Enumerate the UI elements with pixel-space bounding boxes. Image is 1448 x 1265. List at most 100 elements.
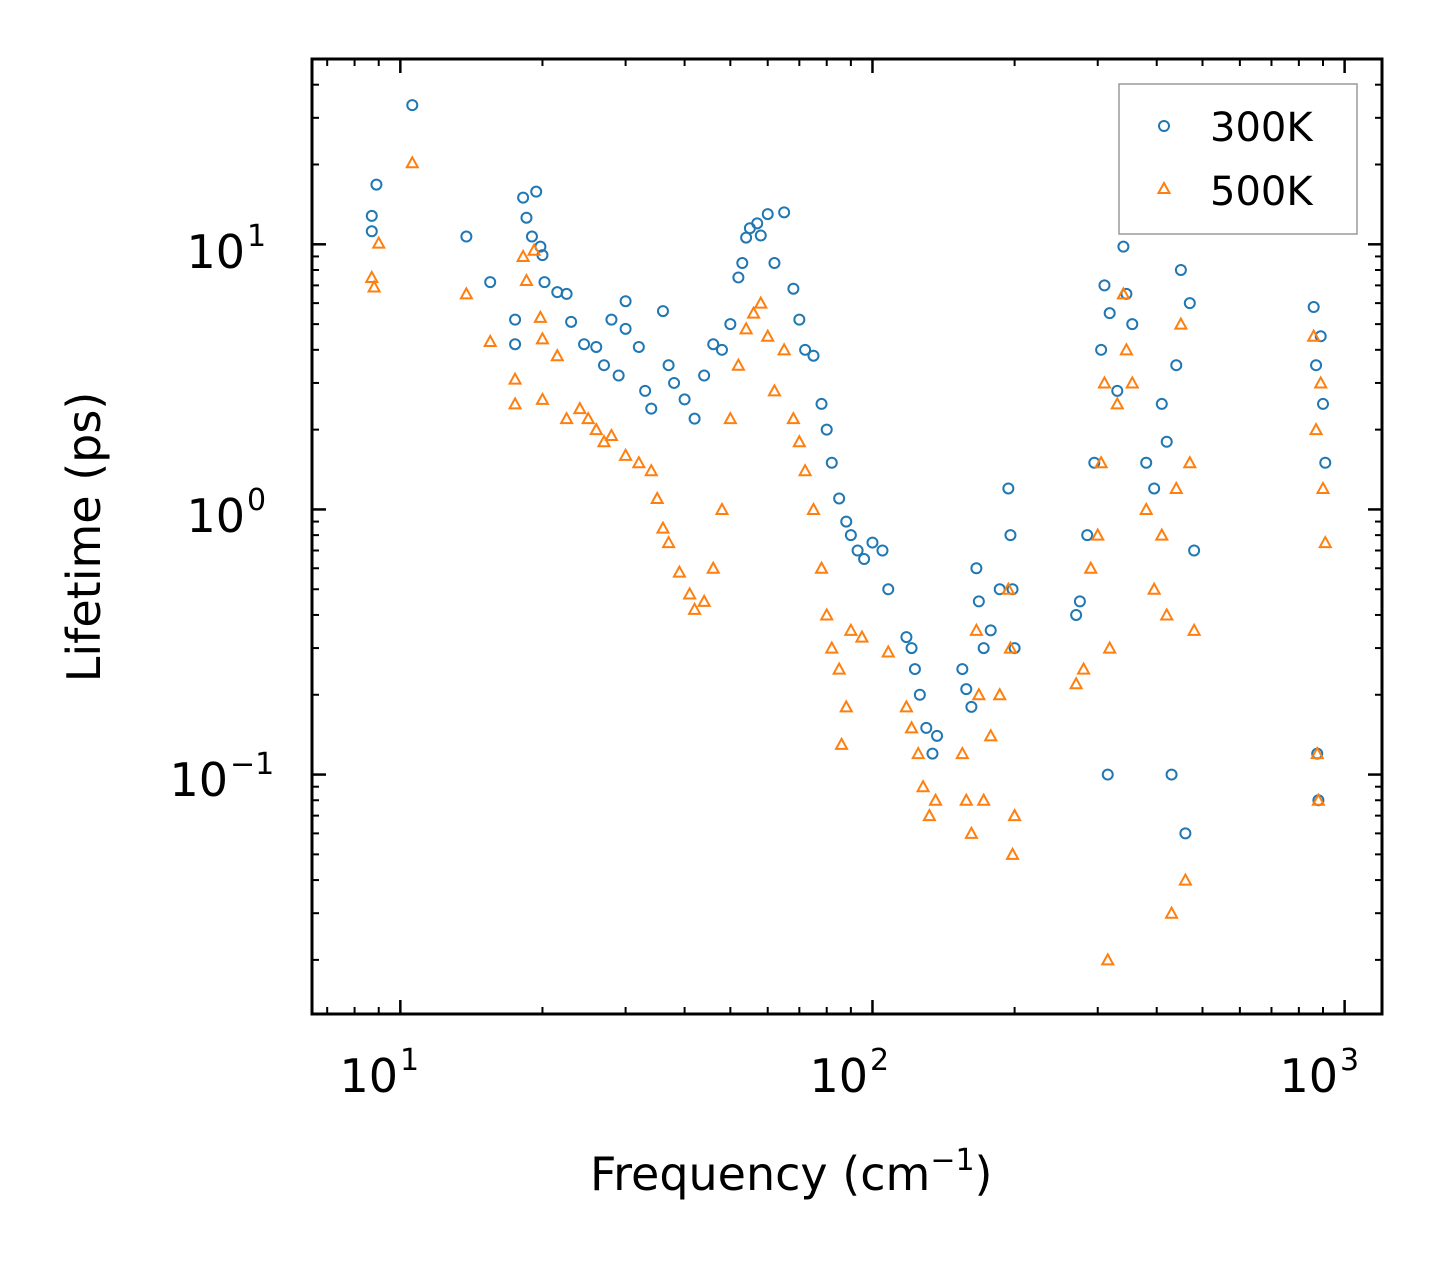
data-point-500k: [519, 272, 534, 287]
data-point-500k: [507, 396, 523, 410]
data-point-500k: [650, 490, 665, 504]
data-point-500k: [964, 825, 979, 839]
data-point-300k: [1098, 279, 1111, 292]
data-point-500k: [1306, 328, 1321, 342]
data-point-300k: [1170, 359, 1183, 372]
data-point-300k: [956, 663, 969, 676]
data-point-500k: [1093, 455, 1109, 469]
data-point-300k: [820, 423, 833, 436]
data-point-300k: [1111, 384, 1124, 397]
data-point-500k: [760, 328, 775, 342]
data-point-300k: [484, 276, 497, 289]
data-point-300k: [768, 257, 781, 270]
plot-frame: [310, 57, 1384, 1016]
data-point-300k: [965, 700, 978, 713]
data-point-300k: [926, 747, 939, 760]
y-axis-label: Lifetime (ps): [57, 392, 111, 683]
data-point-300k: [639, 384, 652, 397]
data-point-300k: [1073, 595, 1086, 608]
data-point-500k: [1169, 480, 1184, 494]
data-point-500k: [915, 779, 931, 793]
data-point-500k: [572, 401, 588, 415]
data-point-500k: [682, 586, 697, 600]
data-point-500k: [672, 564, 687, 578]
data-point-500k: [507, 371, 523, 385]
legend-marker-300k: [1158, 120, 1170, 132]
data-point-500k: [1007, 808, 1022, 822]
data-point-500k: [928, 792, 943, 806]
data-point-300k: [1140, 456, 1153, 469]
data-point-300k: [913, 688, 926, 701]
data-point-500k: [971, 687, 987, 701]
data-point-300k: [807, 349, 820, 362]
data-point-500k: [767, 383, 782, 397]
data-point-500k: [738, 321, 754, 335]
data-point-500k: [1154, 527, 1169, 541]
legend-marker-500k: [1156, 180, 1172, 194]
x-tick-exp-10: 1: [400, 1043, 419, 1078]
data-point-500k: [976, 792, 991, 806]
data-point-300k: [662, 359, 675, 372]
data-point-300k: [1174, 264, 1187, 277]
data-point-500k: [655, 520, 671, 534]
data-point-300k: [619, 322, 632, 335]
data-point-300k: [520, 211, 533, 224]
data-point-300k: [931, 729, 944, 742]
data-point-300k: [1188, 544, 1201, 557]
data-point-300k: [645, 402, 658, 415]
legend: 300K 500K: [1118, 83, 1358, 235]
data-point-300k: [840, 515, 853, 528]
series-300k: [365, 99, 1332, 840]
data-point-500k: [776, 342, 792, 356]
data-point-500k: [911, 745, 926, 760]
data-point-500k: [1003, 640, 1018, 654]
legend-label-500k: 500K: [1210, 169, 1314, 215]
data-point-300k: [815, 397, 828, 410]
data-point-500k: [1110, 396, 1125, 410]
data-point-300k: [1148, 482, 1161, 495]
data-point-500k: [596, 434, 612, 448]
data-point-300k: [538, 276, 551, 289]
data-point-300k: [1126, 318, 1139, 331]
data-point-300k: [1160, 435, 1173, 448]
data-point-500k: [714, 501, 730, 515]
data-point-300k: [619, 295, 632, 308]
data-point-500k: [371, 235, 386, 249]
data-point-500k: [969, 622, 984, 636]
data-point-500k: [1001, 581, 1016, 595]
data-point-300k: [565, 315, 578, 328]
data-point-300k: [1179, 827, 1192, 840]
data-point-300k: [972, 595, 985, 608]
data-point-300k: [597, 359, 610, 372]
data-point-300k: [656, 305, 669, 318]
data-point-300k: [590, 340, 603, 353]
data-point-500k: [1310, 745, 1325, 760]
data-point-300k: [678, 393, 691, 406]
data-point-500k: [1173, 316, 1189, 330]
data-point-500k: [604, 427, 619, 442]
data-point-500k: [992, 687, 1007, 701]
data-point-500k: [797, 463, 813, 477]
x-tick-exp-100: 2: [870, 1043, 889, 1078]
x-tick-label-100: 10: [809, 1049, 868, 1103]
data-point-300k: [882, 583, 895, 596]
data-point-300k: [370, 178, 383, 191]
data-point-500k: [1318, 534, 1333, 549]
data-point-500k: [559, 411, 574, 425]
data-point-300k: [960, 683, 973, 696]
data-point-300k: [970, 562, 983, 575]
data-point-500k: [1097, 375, 1112, 389]
data-point-500k: [1315, 480, 1331, 494]
data-point-300k: [754, 229, 767, 242]
data-point-500k: [1308, 422, 1324, 436]
data-point-300k: [612, 369, 625, 382]
data-point-300k: [1101, 768, 1114, 781]
data-point-500k: [1083, 560, 1098, 574]
data-point-500k: [904, 720, 919, 734]
data-point-500k: [515, 248, 531, 262]
data-point-300k: [1165, 768, 1178, 781]
data-point-300k: [1103, 307, 1116, 320]
data-point-500k: [535, 391, 550, 405]
data-point-300k: [1307, 301, 1320, 314]
data-point-500k: [618, 447, 633, 461]
